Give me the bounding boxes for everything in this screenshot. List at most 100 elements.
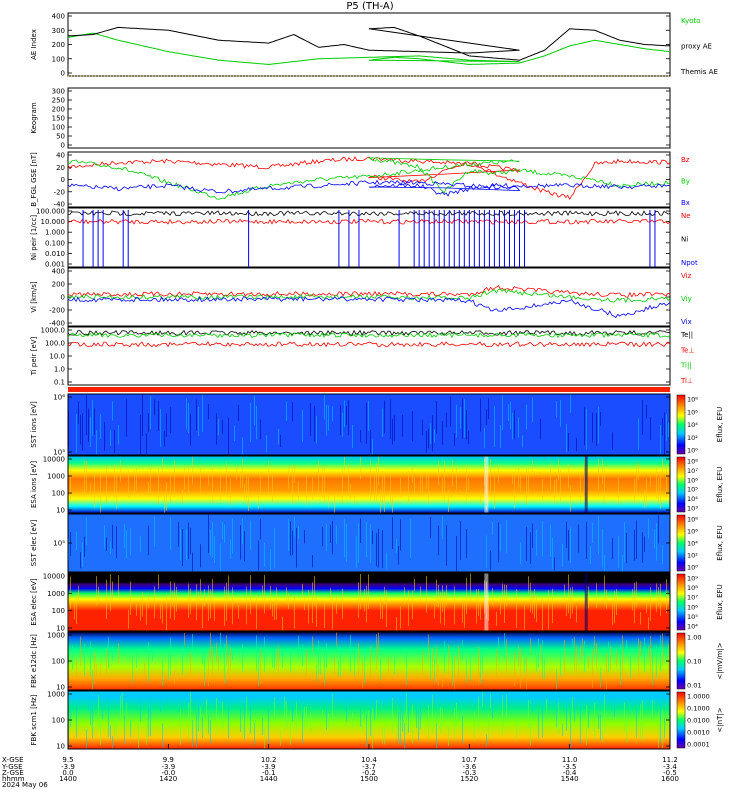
colorbar-tick: 0.10 — [687, 658, 701, 666]
y-tick-label: 150 — [52, 115, 65, 123]
colorbar-tick: 10⁹ — [687, 575, 698, 583]
legend-1: Ni — [681, 236, 688, 244]
x-tick-label: 1540 — [561, 775, 579, 783]
colorbar-tick: 10⁸ — [687, 516, 698, 524]
legend-2: Themis AE — [680, 68, 718, 76]
colorbar-tick: 10⁴ — [687, 421, 698, 429]
y-tick-label: 10⁶ — [53, 394, 65, 402]
y-tick-label: 100 — [52, 658, 65, 666]
y-tick-label: 100.0 — [45, 340, 65, 348]
colorbar-tick: 10⁸ — [687, 584, 698, 592]
panel-fbk_b: 1000 100 10 FBK scm1 [Hz] 1.0000 0.1000 0.0100… — [30, 690, 724, 751]
legend-0: Ne — [681, 212, 691, 220]
legend-0: Kyoto — [681, 17, 701, 25]
y-axis-label: B_FGL GSE [nT] — [30, 152, 38, 207]
y-tick-label: -200 — [49, 307, 65, 315]
npot-dropouts — [82, 210, 656, 267]
colorbar-tick: 10⁵ — [687, 486, 698, 494]
series-ni — [67, 210, 671, 217]
x-tick-label: -0.4 — [563, 769, 577, 777]
colorbar-tick: 1.0000 — [687, 693, 710, 701]
y-axis-label: ESA ions [eV] — [30, 461, 38, 508]
colorbar-tick: 10³ — [687, 505, 698, 513]
y-tick-label: 50 — [56, 133, 65, 141]
panel-fbk_e: 1000 100 10 FBK e12dc [Hz] 1.00 0.10 0.01 <|mV/… — [30, 631, 724, 692]
y-axis-label: Ti peir [eV] — [30, 336, 38, 376]
x-tick-label: 1500 — [360, 775, 378, 783]
y-tick-label: 1.000 — [45, 229, 65, 237]
colorbar — [676, 514, 686, 572]
y-tick-label: 1000.0 — [41, 327, 66, 335]
x-row-label: X-GSE — [2, 756, 24, 764]
x-row-label: Y-GSE — [1, 763, 23, 771]
y-tick-label: 10000 — [43, 456, 65, 464]
panel-sst_ion: 10⁶ 10⁵ SST ions [eV] 10⁸ 10⁶ 10⁴ 10² 10⁰ Eflux,… — [30, 387, 724, 457]
colorbar-tick: 10² — [687, 552, 698, 560]
y-tick-label: 100 — [52, 717, 65, 725]
panel-frame — [67, 572, 671, 632]
y-tick-label: 10 — [56, 743, 65, 751]
legend-2: Npot — [681, 259, 698, 267]
x-tick-label: -3.9 — [262, 763, 276, 771]
colorbar-tick: 10⁶ — [687, 528, 698, 536]
colorbar-label: <|nT|> — [716, 707, 724, 732]
legend-2: Bx — [681, 199, 690, 207]
colorbar-tick: 10⁶ — [687, 476, 698, 484]
colorbar-tick: 10⁴ — [687, 495, 698, 503]
y-tick-label: 10 — [56, 684, 65, 692]
y-tick-label: 10.000 — [41, 218, 66, 226]
x-tick-label: -3.9 — [61, 763, 75, 771]
x-tick-label: 10.2 — [261, 756, 277, 764]
panel-vi: 400 200 0 -200 -400 Vi [km/s] Viz Viy Vix — [30, 267, 692, 328]
y-axis-label: ESA elec [eV] — [30, 578, 38, 625]
y-tick-label: 0 — [61, 142, 65, 150]
x-tick-label: 1440 — [260, 775, 278, 783]
panel-frame — [67, 207, 671, 268]
y-tick-label: 10.0 — [49, 353, 65, 361]
plot-title: P5 (TH-A) — [346, 1, 393, 12]
x-tick-label: 1600 — [661, 775, 679, 783]
colorbar-tick: 10⁴ — [687, 623, 698, 631]
x-row-label: hhmm — [2, 775, 25, 783]
y-tick-label: -20 — [54, 188, 65, 196]
colorbar-tick: 0.0001 — [687, 741, 710, 749]
colorbar-tick: 0.0010 — [687, 729, 710, 737]
colorbar — [676, 573, 686, 631]
spectrogram-fill — [68, 514, 670, 572]
y-tick-label: 10 — [56, 507, 65, 515]
spectrogram-texture — [70, 456, 667, 513]
colorbar — [676, 456, 686, 513]
y-axis-label: SST ions [eV] — [30, 401, 38, 448]
y-tick-label: 0.010 — [45, 250, 65, 258]
x-tick-label: 9.9 — [163, 756, 174, 764]
legend-0: Viz — [681, 272, 692, 280]
spectrogram-fill — [68, 456, 670, 513]
x-tick-label: -0.0 — [161, 769, 175, 777]
x-tick-label: 10.7 — [462, 756, 478, 764]
y-tick-label: 1000 — [47, 473, 65, 481]
y-tick-label: 100 — [52, 607, 65, 615]
x-tick-label: 1420 — [159, 775, 177, 783]
y-tick-label: 300 — [52, 27, 65, 35]
y-tick-label: 1000 — [47, 691, 65, 699]
series-te- — [67, 329, 671, 337]
x-tick-label: -3.9 — [161, 763, 175, 771]
y-tick-label: 40 — [56, 152, 65, 160]
series-bx — [67, 179, 671, 197]
colorbar-tick: 0.0100 — [687, 717, 710, 725]
y-tick-label: 0.001 — [45, 261, 65, 269]
y-axis-label: FBK scm1 [Hz] — [30, 694, 38, 745]
x-tick-label: 11.2 — [662, 756, 678, 764]
colorbar-tick: 0.01 — [687, 682, 701, 690]
colorbar-tick: 10⁷ — [687, 594, 698, 602]
legend-1: Te⊥ — [680, 346, 695, 354]
colorbar-tick: 10⁶ — [687, 408, 698, 416]
y-tick-label: 0 — [61, 294, 65, 302]
colorbar — [676, 691, 686, 749]
x-row-label: 2024 May 06 — [2, 781, 48, 789]
y-tick-label: 1000 — [47, 590, 65, 598]
y-tick-label: 0 — [61, 70, 65, 78]
colorbar-label: Eflux, EFU — [716, 407, 724, 442]
series-viz — [67, 284, 671, 298]
